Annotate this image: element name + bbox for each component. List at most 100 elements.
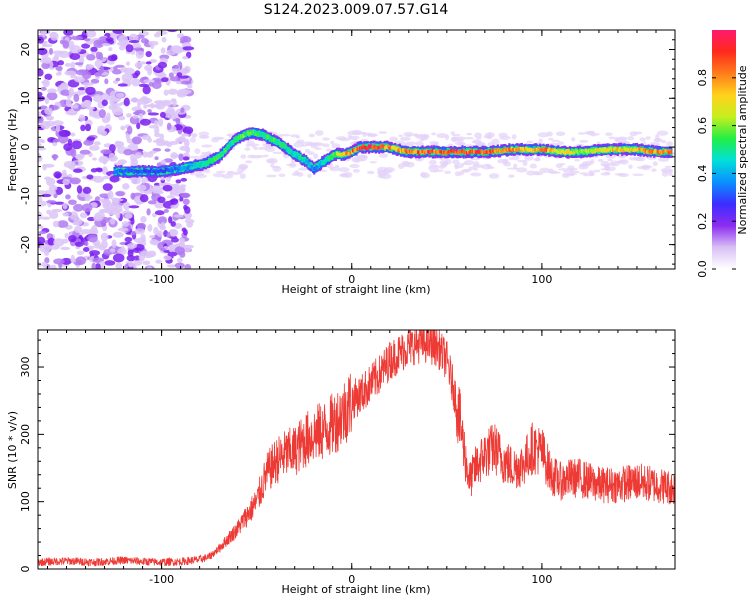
spectrogram-haze [330,140,335,145]
spectrogram-cell [311,167,315,171]
spectrogram-speckle [136,184,147,192]
spectrogram-speckle [74,62,84,66]
spectrogram-speckle [38,138,44,143]
spectrogram-speckle [183,204,188,211]
spectrogram-speckle [141,177,146,184]
spectrogram-speckle [136,222,146,229]
spectrogram-cell [493,148,496,153]
spectrogram-haze [604,166,616,172]
spectrogram-haze [206,151,211,154]
spectrogram-speckle [76,185,83,194]
spectrogram-cell [662,150,665,154]
spectrogram-speckle [154,103,162,109]
spectrogram-speckle [177,257,183,263]
spectrogram-cell [477,149,480,153]
spectrogram-speckle [98,155,110,164]
spectrogram-haze [201,144,213,148]
spectrogram-cell [160,168,163,173]
spectrogram-cell [244,132,247,137]
spectrogram-cell [523,148,526,152]
spectrogram-speckle [124,236,133,243]
spectrogram-speckle [120,125,126,131]
spectrogram-cell [654,149,657,153]
spectrogram-cell [504,147,507,151]
spectrogram-cell [218,153,221,158]
spectrogram-speckle [62,40,70,49]
spectrogram-haze [547,170,558,174]
spectrogram-x-ticks: -100 0 100 [47,30,676,286]
spectrogram-cell [333,153,336,157]
spectrogram-speckle [161,77,169,83]
spectrogram-cell [230,141,234,145]
spectrogram-haze [199,135,208,139]
spectrogram-haze [511,134,517,140]
spectrogram-haze [526,170,536,176]
spectrogram-cell [581,149,584,153]
spectrogram-cell [188,164,191,169]
spectrogram-speckle [127,249,134,257]
snr-frame [37,329,676,570]
spectrogram-cell [540,148,543,152]
spectrogram-cell [196,163,199,168]
spectrogram-cell [488,149,492,153]
spectrogram-cell [307,162,310,166]
spectrogram-cell [397,148,400,153]
spectrogram-speckle [44,97,50,105]
spectrogram-cell [543,145,546,152]
spectrogram-cell [199,164,202,168]
spectrogram-cell [600,148,603,153]
spectrogram-cell [199,160,202,167]
spectrogram-cell [485,150,488,154]
spectrogram-speckle [123,201,131,211]
spectrogram-cell [467,149,470,154]
spectrogram-haze [458,142,466,147]
spectrogram-cell [156,169,160,174]
spectrogram-cell [351,148,355,153]
spectrogram-speckle [128,205,140,209]
spectrogram-x-tick-label: -100 [149,273,174,286]
spectrogram-cell [222,149,226,154]
spectrogram-speckle [74,225,83,234]
spectrogram-cell [326,156,330,160]
spectrogram-haze [393,140,406,146]
spectrogram-cell [205,161,209,165]
spectrogram-haze [451,133,461,137]
spectrogram-speckle [146,266,153,269]
spectrogram-haze [511,155,520,161]
spectrogram-speckle [105,37,114,42]
spectrogram-haze [474,132,482,139]
spectrogram-haze [189,136,197,143]
spectrogram-haze [651,168,657,172]
spectrogram-cell [141,169,145,174]
spectrogram-cell [408,149,412,154]
spectrogram-cell [442,151,445,155]
spectrogram-cell [516,148,519,152]
spectrogram-cell [267,135,270,139]
spectrogram-speckle [164,148,171,152]
spectrogram-speckle [53,238,65,247]
spectrogram-cell [432,149,436,153]
spectrogram-speckle [81,43,91,49]
spectrogram-cell [436,150,439,155]
spectrogram-cell [118,168,121,173]
spectrogram-speckle [133,260,143,266]
spectrogram-speckle [167,88,178,95]
spectrogram-cell [391,145,395,150]
spectrogram-cell [345,151,348,155]
spectrogram-cell [140,167,144,174]
spectrogram-cell [554,148,558,153]
spectrogram-cell [200,163,203,169]
spectrogram-cell [285,147,288,152]
spectrogram-cell [560,149,563,153]
spectrogram-cell [379,145,382,149]
spectrogram-haze [486,163,491,168]
spectrogram-cell [292,151,295,155]
spectrogram-haze [322,143,330,148]
spectrogram-cell [573,150,576,155]
spectrogram-speckle [41,216,51,220]
colorbar-tick-label: 0.0 [696,260,709,278]
spectrogram-speckle [41,193,52,198]
spectrogram-cell [280,143,283,148]
spectrogram-speckle [84,197,91,202]
spectrogram-cell [628,145,631,152]
